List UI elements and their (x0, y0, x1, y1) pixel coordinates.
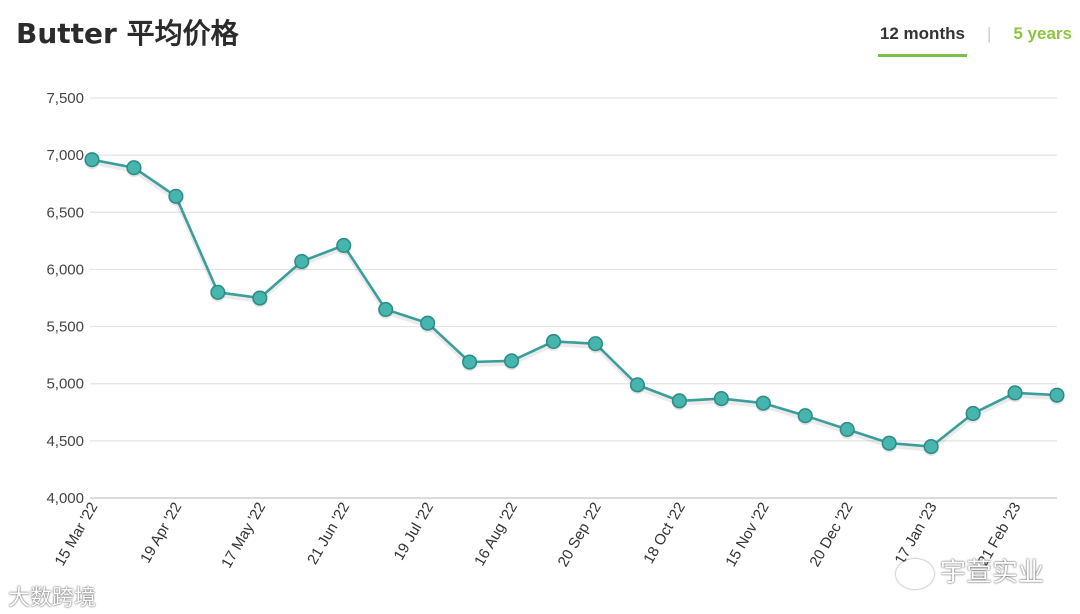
data-point[interactable] (462, 354, 478, 370)
data-point[interactable] (797, 408, 813, 424)
y-tick-label: 7,000 (46, 147, 84, 164)
watermark-right: 宇萱实业 (895, 552, 1044, 589)
chart-title: Butter 平均价格 (16, 17, 239, 50)
series-price (91, 158, 1058, 452)
gridlines (90, 97, 1057, 499)
wechat-icon (895, 558, 934, 589)
y-tick-label: 5,500 (46, 319, 84, 336)
x-tick-label: 16 Aug '22 (471, 500, 521, 570)
x-tick-label: 15 Mar '22 (52, 500, 102, 569)
watermark-left-text: 大数跨境 (8, 586, 97, 611)
data-point[interactable] (1007, 385, 1023, 401)
data-point[interactable] (587, 336, 604, 352)
data-point[interactable] (336, 237, 352, 253)
series-line (91, 158, 1058, 448)
data-point[interactable] (755, 395, 771, 411)
data-point[interactable] (378, 301, 394, 317)
data-point[interactable] (965, 405, 981, 421)
x-tick-label: 21 Jun '22 (304, 500, 353, 568)
watermark-right-text: 宇萱实业 (939, 558, 1044, 588)
y-tick-label: 6,500 (46, 204, 84, 221)
data-point[interactable] (504, 353, 520, 369)
y-tick-label: 4,500 (46, 433, 84, 450)
x-tick-label: 15 Nov '22 (722, 500, 772, 570)
data-point[interactable] (839, 421, 855, 437)
data-point[interactable] (294, 253, 310, 269)
tab-separator: | (986, 24, 992, 43)
x-tick-label: 17 May '22 (218, 500, 269, 572)
data-point[interactable] (923, 439, 939, 455)
data-point[interactable] (1049, 387, 1065, 403)
tab-5-years[interactable]: 5 years (1013, 24, 1072, 43)
data-points (84, 152, 1065, 457)
x-tick-label: 18 Oct '22 (640, 500, 689, 567)
data-point[interactable] (210, 284, 226, 300)
y-axis-ticks: 4,000 4,500 5,000 5,500 6,000 6,500 7,000 7,500 (46, 90, 84, 507)
watermark-left: 大数跨境 (8, 580, 96, 612)
x-axis-ticks: 15 Mar '22 19 Apr '22 17 May '22 21 Jun '22… (52, 500, 1025, 572)
data-point[interactable] (420, 315, 436, 331)
data-point[interactable] (252, 290, 268, 306)
time-range-toggle: 12 months | 5 years (877, 24, 1074, 57)
x-tick-label: 20 Dec '22 (806, 500, 856, 570)
x-tick-label: 20 Sep '22 (555, 500, 605, 570)
tab-12-months[interactable]: 12 months (877, 24, 967, 57)
data-point[interactable] (84, 152, 100, 168)
x-tick-label: 19 Apr '22 (137, 500, 185, 567)
x-tick-label: 19 Jul '22 (391, 500, 438, 564)
data-point[interactable] (545, 333, 562, 349)
y-tick-label: 7,500 (46, 90, 84, 107)
y-tick-label: 4,000 (46, 490, 84, 507)
data-point[interactable] (168, 188, 184, 204)
data-point[interactable] (126, 160, 142, 176)
data-point[interactable] (629, 377, 645, 393)
data-point[interactable] (881, 435, 897, 451)
data-point[interactable] (713, 391, 729, 407)
y-tick-label: 6,000 (46, 261, 84, 278)
data-point[interactable] (671, 393, 687, 409)
series-line-shadow (91, 160, 1058, 452)
y-tick-label: 5,000 (46, 376, 84, 393)
